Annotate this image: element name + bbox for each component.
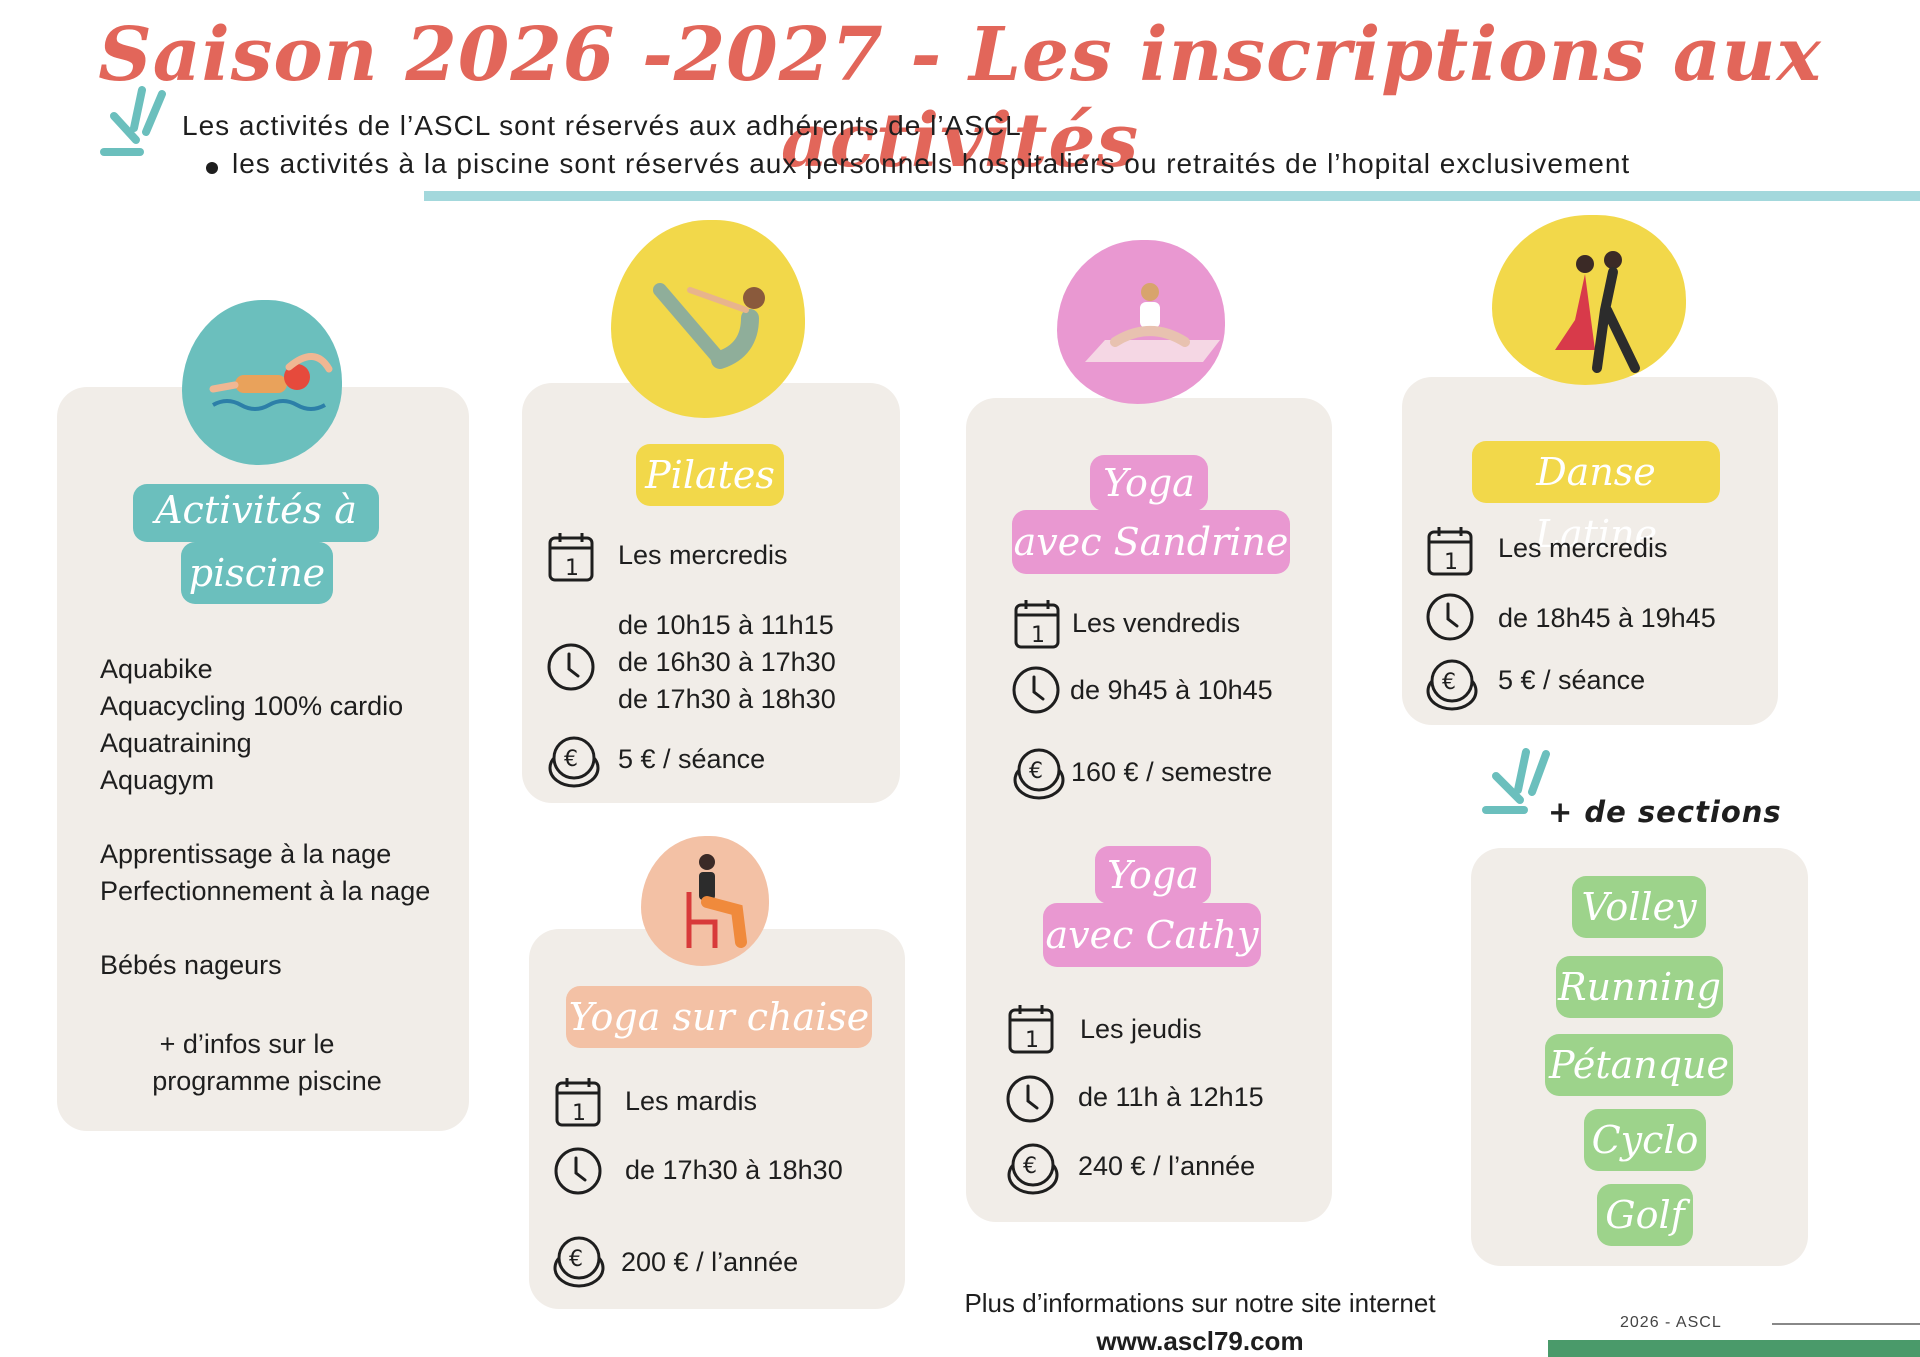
danse-price: 5 € / séance bbox=[1498, 665, 1646, 695]
section-pill-golf[interactable]: Golf bbox=[1597, 1184, 1693, 1246]
danse-day: Les mercredis bbox=[1498, 533, 1668, 563]
calendar-icon: 1 bbox=[555, 1078, 601, 1127]
bullet bbox=[206, 162, 218, 174]
clock-icon bbox=[1012, 666, 1060, 714]
yoga-cathy-price: 240 € / l’année bbox=[1078, 1151, 1256, 1181]
euro-coin-icon: € bbox=[548, 736, 600, 788]
piscine-more-top[interactable]: + d’infos sur le bbox=[159, 1029, 335, 1059]
danse-time: de 18h45 à 19h45 bbox=[1498, 603, 1716, 633]
yoga-chaise-day: Les mardis bbox=[625, 1086, 758, 1116]
clock-icon bbox=[1426, 593, 1474, 641]
svg-text:€: € bbox=[564, 747, 578, 772]
euro-coin-icon: € bbox=[1013, 748, 1065, 800]
list-item: Aquagym bbox=[100, 765, 215, 795]
svg-text:€: € bbox=[1023, 1154, 1037, 1179]
meditation-icon bbox=[1085, 283, 1220, 362]
header-divider bbox=[424, 191, 1920, 201]
sparkle-icon bbox=[100, 86, 166, 156]
yoga-sandrine-title-bottom: avec Sandrine bbox=[1012, 510, 1290, 574]
footer-bar bbox=[1548, 1340, 1920, 1357]
euro-coin-icon: € bbox=[1426, 659, 1478, 711]
pilates-icon bbox=[653, 283, 765, 369]
clock-icon bbox=[554, 1147, 602, 1195]
piscine-title-bottom: piscine bbox=[181, 542, 333, 604]
footer-copyright: 2026 - ASCL bbox=[1620, 1314, 1722, 1331]
footer-info: Plus d’informations sur notre site inter… bbox=[964, 1288, 1436, 1318]
svg-text:1: 1 bbox=[572, 1101, 586, 1126]
yoga-cathy-time: de 11h à 12h15 bbox=[1078, 1082, 1264, 1112]
svg-text:1: 1 bbox=[565, 556, 579, 581]
svg-text:1: 1 bbox=[1025, 1028, 1039, 1053]
chair-yoga-icon bbox=[686, 854, 747, 948]
section-pill-petanque[interactable]: Pétanque bbox=[1545, 1034, 1733, 1096]
yoga-chaise-title: Yoga sur chaise bbox=[566, 986, 872, 1048]
section-pill-volley[interactable]: Volley bbox=[1572, 876, 1706, 938]
pilates-badge bbox=[611, 220, 805, 418]
calendar-icon: 1 bbox=[1427, 527, 1473, 576]
page-title: Saison 2026 -2027 - Les inscriptions aux… bbox=[98, 12, 1822, 184]
svg-text:€: € bbox=[1029, 759, 1043, 784]
pilates-title: Pilates bbox=[636, 444, 784, 506]
euro-coin-icon: € bbox=[1007, 1143, 1059, 1195]
dancers-icon bbox=[1555, 251, 1640, 373]
list-item: Aquacycling 100% cardio bbox=[100, 691, 404, 721]
svg-text:1: 1 bbox=[1031, 623, 1045, 648]
yoga-chaise-time: de 17h30 à 18h30 bbox=[625, 1155, 843, 1185]
section-pill-cyclo[interactable]: Cyclo bbox=[1584, 1109, 1706, 1171]
euro-coin-icon: € bbox=[553, 1236, 605, 1288]
pilates-price: 5 € / séance bbox=[618, 744, 766, 774]
list-item: Apprentissage à la nage bbox=[100, 839, 392, 869]
yoga-sandrine-day: Les vendredis bbox=[1072, 608, 1241, 638]
swimmer-icon bbox=[209, 353, 333, 411]
footer-rule bbox=[1772, 1323, 1920, 1325]
list-item: Aquatraining bbox=[100, 728, 252, 758]
section-pill-running[interactable]: Running bbox=[1556, 956, 1723, 1018]
pilates-time: de 10h15 à 11h15 bbox=[618, 610, 834, 640]
svg-text:€: € bbox=[1442, 670, 1456, 695]
footer-url-link[interactable]: www.ascl79.com bbox=[1096, 1326, 1304, 1356]
list-item: Bébés nageurs bbox=[100, 950, 282, 980]
yoga-chaise-price: 200 € / l’année bbox=[621, 1247, 799, 1277]
calendar-icon: 1 bbox=[1008, 1005, 1054, 1054]
yoga-sandrine-title-top: Yoga bbox=[1090, 455, 1208, 511]
list-item: Aquabike bbox=[100, 654, 213, 684]
piscine-title-top: Activités à la bbox=[133, 484, 379, 584]
yoga-cathy-title-top: Yoga bbox=[1095, 846, 1211, 904]
yoga-sandrine-price: 160 € / semestre bbox=[1071, 757, 1273, 787]
pilates-time: de 17h30 à 18h30 bbox=[618, 684, 836, 714]
yoga-cathy-title-bottom: avec Cathy bbox=[1043, 903, 1261, 967]
pilates-day: Les mercredis bbox=[618, 540, 788, 570]
calendar-icon: 1 bbox=[548, 533, 594, 582]
yoga-sandrine-time: de 9h45 à 10h45 bbox=[1070, 675, 1273, 705]
danse-badge bbox=[1492, 215, 1686, 385]
yoga-cathy-day: Les jeudis bbox=[1080, 1014, 1202, 1044]
piscine-more-bottom[interactable]: programme piscine bbox=[152, 1066, 382, 1096]
list-item: Perfectionnement à la nage bbox=[100, 876, 431, 906]
sparkle-icon bbox=[1482, 748, 1550, 814]
pilates-time: de 16h30 à 17h30 bbox=[618, 647, 836, 677]
svg-text:€: € bbox=[569, 1247, 583, 1272]
piscine-list: Aquabike Aquacycling 100% cardio Aquatra… bbox=[100, 651, 430, 984]
clock-icon bbox=[1006, 1075, 1054, 1123]
sections-title: + de sections bbox=[1548, 795, 1782, 829]
clock-icon bbox=[547, 643, 595, 691]
calendar-icon: 1 bbox=[1014, 600, 1060, 649]
danse-title: Danse Latine bbox=[1472, 441, 1720, 556]
intro-bullet-text: les activités à la piscine sont réservés… bbox=[232, 148, 1631, 179]
intro-line: Les activités de l’ASCL sont réservés au… bbox=[182, 110, 1022, 141]
svg-text:1: 1 bbox=[1444, 550, 1458, 575]
